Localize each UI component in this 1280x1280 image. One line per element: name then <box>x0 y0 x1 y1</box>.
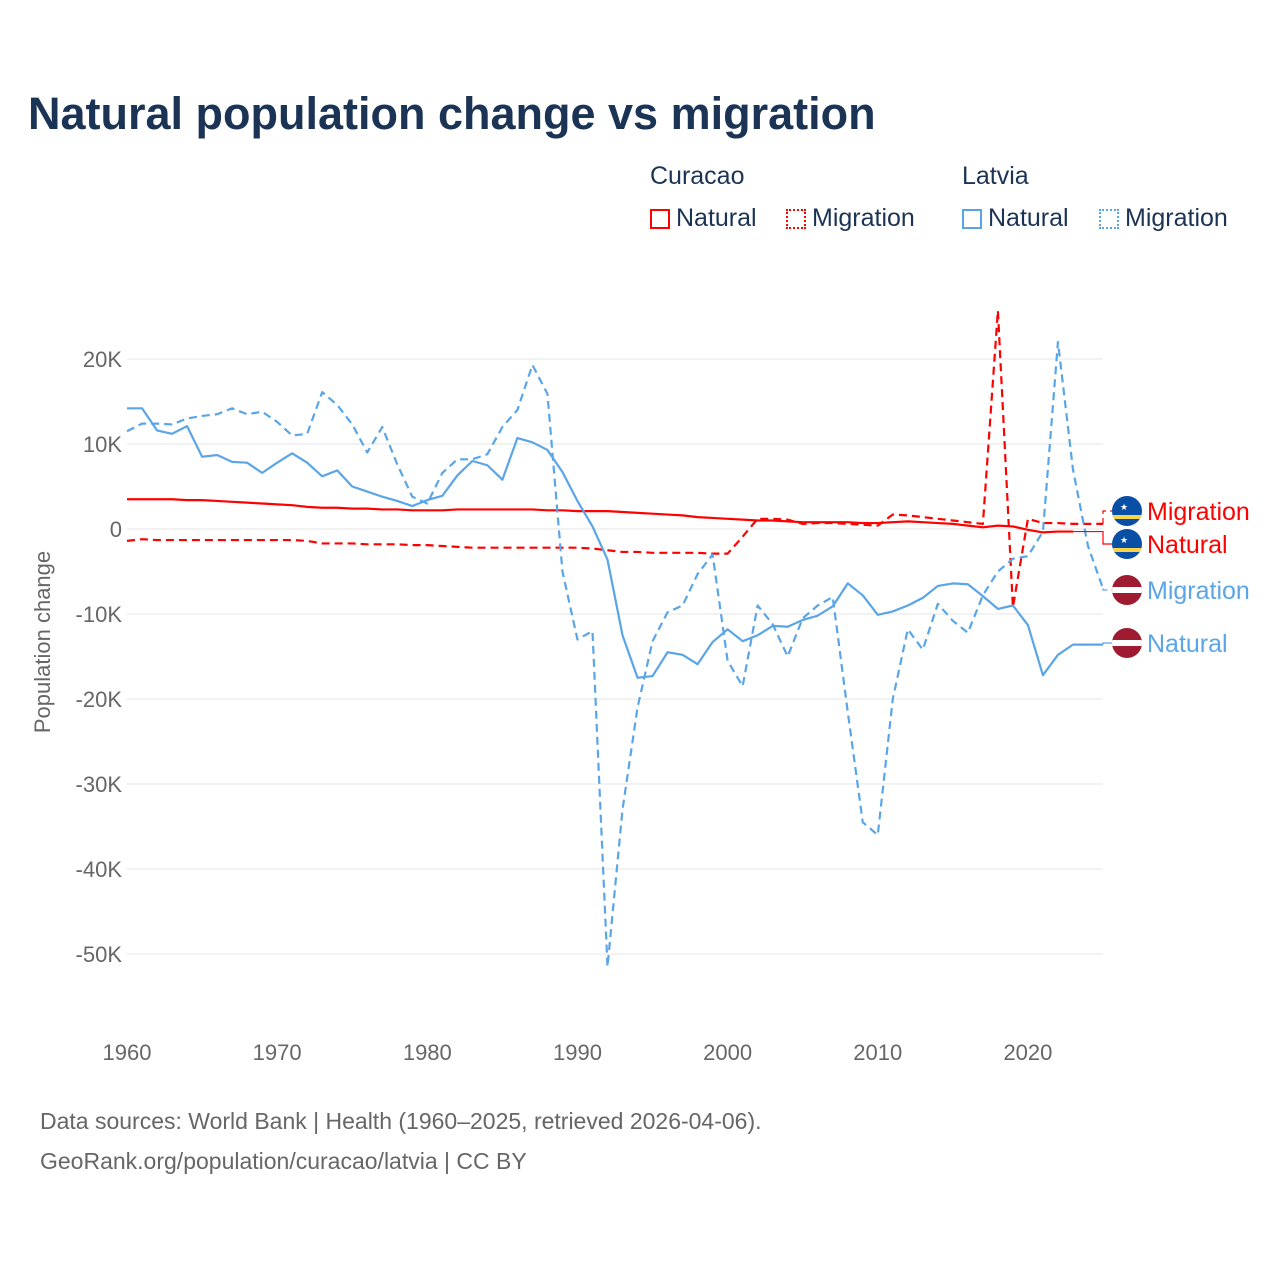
end-label-connector <box>1102 510 1112 524</box>
x-tick-label: 2000 <box>703 1040 752 1065</box>
flag-body: ★ <box>1112 529 1142 559</box>
footer-url[interactable]: GeoRank.org/population/curacao/latvia | … <box>40 1148 527 1174</box>
y-tick-label: -50K <box>76 942 123 967</box>
end-label-connector <box>1102 642 1112 645</box>
star-icon: ★ <box>1120 502 1128 512</box>
end-label: Migration <box>1147 577 1250 605</box>
legend-item-latvia-migration[interactable]: Migration <box>1099 204 1228 233</box>
end-label: Natural <box>1147 630 1228 658</box>
series-line-latvia-migration <box>126 340 1105 968</box>
flag-body: ★ <box>1112 496 1142 526</box>
end-label: Migration <box>1147 498 1250 526</box>
end-label: Natural <box>1147 531 1228 559</box>
flag-stripe <box>1112 587 1142 593</box>
y-tick-label: 0 <box>110 517 122 542</box>
flag-field <box>1112 529 1142 559</box>
legend-group-latvia: Latvia <box>962 162 1029 190</box>
series-line-curacao-migration <box>126 309 1103 609</box>
legend-label: Natural <box>676 204 757 232</box>
y-axis-label: Population change <box>30 551 55 733</box>
y-tick-label: -20K <box>76 687 123 712</box>
x-tick-label: 2020 <box>1003 1040 1052 1065</box>
solid-swatch-icon <box>962 208 982 229</box>
footer-sources: Data sources: World Bank | Health (1960–… <box>40 1108 762 1134</box>
dotted-swatch-icon <box>786 208 806 229</box>
curacao-flag-icon: ★ <box>1112 529 1142 559</box>
chart-title: Natural population change vs migration <box>28 88 876 139</box>
flag-stripe <box>1112 548 1142 552</box>
y-tick-label: -40K <box>76 857 123 882</box>
series-line-latvia-natural <box>127 407 1103 679</box>
dotted-swatch-icon <box>1099 208 1119 229</box>
x-tick-label: 1980 <box>403 1040 452 1065</box>
latvia-flag-icon <box>1112 628 1142 658</box>
x-tick-label: 1990 <box>553 1040 602 1065</box>
y-tick-label: 20K <box>83 347 122 372</box>
y-tick-label: 10K <box>83 432 122 457</box>
flag-body <box>1112 575 1142 605</box>
flag-field <box>1112 496 1142 526</box>
y-tick-label: -30K <box>76 772 123 797</box>
x-tick-label: 2010 <box>853 1040 902 1065</box>
end-label-connector <box>1102 588 1112 591</box>
flag-stripe <box>1112 640 1142 646</box>
legend-group-curacao: Curacao <box>650 162 745 190</box>
solid-swatch-icon <box>650 208 670 229</box>
legend-item-curacao-natural[interactable]: Natural <box>650 204 757 233</box>
end-label-connector <box>1072 530 1112 545</box>
x-tick-label: 1960 <box>103 1040 152 1065</box>
star-icon: ★ <box>1120 535 1128 545</box>
y-tick-label: -10K <box>76 602 123 627</box>
flag-body <box>1112 628 1142 658</box>
flag-stripe <box>1112 515 1142 519</box>
curacao-flag-icon: ★ <box>1112 496 1142 526</box>
legend-label: Migration <box>812 204 915 232</box>
legend-item-latvia-natural[interactable]: Natural <box>962 204 1069 233</box>
series-line-curacao-natural <box>127 498 1073 534</box>
legend-item-curacao-migration[interactable]: Migration <box>786 204 915 233</box>
x-tick-label: 1970 <box>253 1040 302 1065</box>
latvia-flag-icon <box>1112 575 1142 605</box>
legend-label: Migration <box>1125 204 1228 232</box>
legend-label: Natural <box>988 204 1069 232</box>
